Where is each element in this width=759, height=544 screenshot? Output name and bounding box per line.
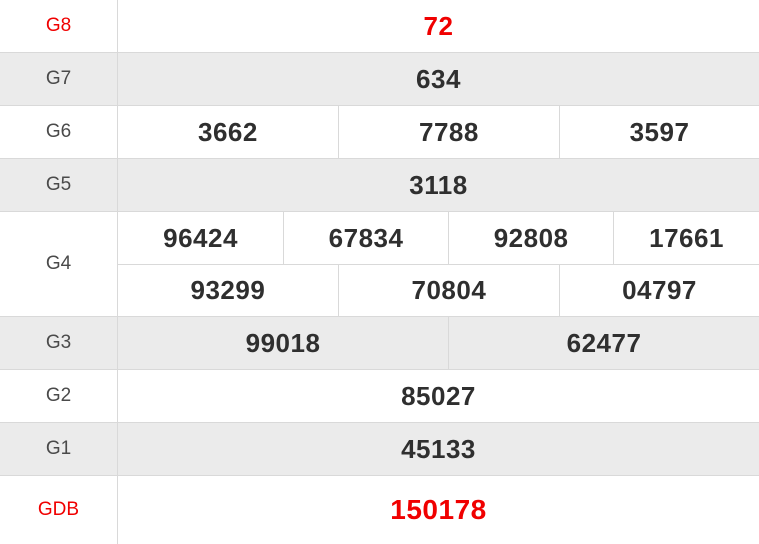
prize-subrow: 99018 62477 [118,317,759,369]
prize-values-g6: 3662 7788 3597 [118,106,759,158]
prize-value: 45133 [401,433,476,464]
prize-label-g5: G5 [0,159,118,211]
prize-label-g6: G6 [0,106,118,158]
prize-value: 85027 [401,380,476,411]
prize-value: 99018 [245,327,321,358]
prize-subrow: 96424 67834 92808 17661 [118,212,759,264]
prize-row-g1: G1 45133 [0,423,759,476]
prize-subrow: 72 [118,0,759,52]
prize-row-g2: G2 85027 [0,370,759,423]
prize-value: 7788 [337,106,559,158]
prize-value: 3118 [409,169,468,200]
prize-subrow: 45133 [118,423,759,475]
prize-value: 150178 [390,494,487,525]
prize-row-g5: G5 3118 [0,159,759,212]
prize-value: 634 [416,63,461,94]
prize-row-gdb: GDB 150178 [0,476,759,544]
prize-value: 70804 [337,265,559,316]
prize-values-gdb: 150178 [118,476,759,544]
prize-row-g8: G8 72 [0,0,759,53]
prize-value: 67834 [283,212,448,264]
prize-values-g5: 3118 [118,159,759,211]
prize-label-g1: G1 [0,423,118,475]
prize-value: 72 [423,10,454,41]
prize-value: 3662 [198,116,258,147]
prize-label-g7: G7 [0,53,118,105]
prize-value: 62477 [448,317,759,369]
prize-value: 17661 [613,212,759,264]
prize-subrow: 3662 7788 3597 [118,106,759,158]
prize-values-g2: 85027 [118,370,759,422]
prize-value: 93299 [190,275,266,305]
prize-label-g3: G3 [0,317,118,369]
prize-row-g4: G4 96424 67834 92808 17661 93299 70804 04797 [0,212,759,317]
prize-value: 96424 [163,222,238,253]
prize-subrow: 3118 [118,159,759,211]
prize-row-g3: G3 99018 62477 [0,317,759,370]
prize-label-g8: G8 [0,0,118,52]
prize-values-g4: 96424 67834 92808 17661 93299 70804 04797 [118,212,759,316]
prize-value: 3597 [559,106,759,158]
prize-value: 92808 [448,212,613,264]
prize-label-g4: G4 [0,212,118,316]
prize-subrow: 150178 [118,476,759,544]
prize-values-g1: 45133 [118,423,759,475]
prize-label-g2: G2 [0,370,118,422]
prize-values-g8: 72 [118,0,759,52]
prize-label-gdb: GDB [0,476,118,544]
prize-values-g7: 634 [118,53,759,105]
prize-values-g3: 99018 62477 [118,317,759,369]
prize-subrow: 93299 70804 04797 [118,264,759,316]
prize-subrow: 85027 [118,370,759,422]
prize-value: 04797 [559,265,759,316]
prize-row-g6: G6 3662 7788 3597 [0,106,759,159]
prize-subrow: 634 [118,53,759,105]
prize-row-g7: G7 634 [0,53,759,106]
